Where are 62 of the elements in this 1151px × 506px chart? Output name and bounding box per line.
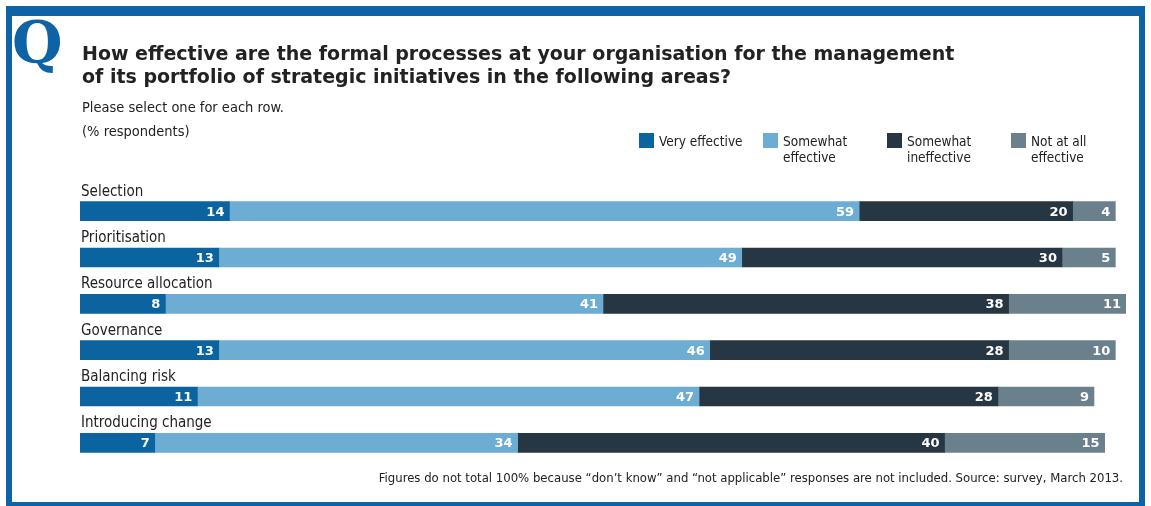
data-label: 40 — [921, 435, 940, 451]
legend-label: Somewhat effective — [783, 133, 849, 165]
text: Q — [12, 9, 63, 77]
data-label: 7 — [140, 435, 150, 451]
bar — [741, 247, 1063, 268]
bar — [1061, 247, 1116, 268]
bar — [698, 386, 999, 407]
data-label: 5 — [1101, 249, 1111, 265]
data-label: 10 — [1092, 342, 1111, 358]
bar — [218, 247, 743, 268]
chart-subtitle: Please select one for each row. (% respondents) — [82, 98, 284, 141]
data-label: 4 — [1101, 203, 1111, 219]
bar — [1072, 201, 1116, 221]
bar — [80, 201, 230, 221]
y-tick-label: Resource allocation — [81, 274, 213, 293]
bar — [165, 294, 604, 314]
data-label: 49 — [718, 249, 737, 265]
text: Figures do not total 100% because “don’t know” and “not applicable” responses are not included. Source: survey, March 2013. — [378, 470, 1123, 485]
data-label: 9 — [1079, 388, 1089, 404]
y-tick-label: Introducing change — [81, 413, 212, 432]
data-label: 38 — [985, 296, 1004, 312]
data-label: 8 — [151, 296, 161, 312]
bar — [997, 386, 1095, 407]
data-label: 47 — [675, 388, 695, 404]
chart-title: How effective are the formal processes at your organisation for the management of its portfolio of strategic initiatives in the following areas? — [82, 42, 956, 88]
bar — [80, 247, 220, 268]
data-label: 59 — [836, 203, 855, 219]
bar — [602, 294, 1009, 314]
data-label: 13 — [195, 249, 214, 265]
bar — [1008, 340, 1116, 360]
data-label: 14 — [206, 203, 225, 219]
data-label: 46 — [686, 342, 705, 358]
legend-label: Not at all effective — [1031, 133, 1088, 165]
data-label: 28 — [974, 388, 993, 404]
bar — [229, 201, 860, 221]
data-label: 11 — [174, 388, 193, 404]
legend-label: Somewhat ineffective — [907, 133, 973, 165]
data-label: 30 — [1038, 249, 1057, 265]
bar — [80, 386, 198, 407]
bar — [197, 386, 700, 407]
bar — [154, 433, 518, 453]
data-label: 15 — [1081, 435, 1100, 451]
y-tick-label: Selection — [81, 181, 144, 200]
bar — [1008, 294, 1126, 314]
data-label: 34 — [494, 435, 513, 451]
y-tick-label: Balancing risk — [81, 366, 176, 385]
bar — [80, 294, 166, 314]
bar — [709, 340, 1009, 360]
legend-label: Very effective — [659, 133, 743, 149]
bar — [944, 433, 1105, 453]
data-label: 11 — [1102, 296, 1121, 312]
bar — [80, 433, 156, 453]
data-label: 41 — [579, 296, 598, 312]
bar — [80, 340, 220, 360]
bar — [218, 340, 711, 360]
data-label: 20 — [1049, 203, 1068, 219]
bar — [517, 433, 945, 453]
y-tick-label: Prioritisation — [81, 227, 166, 246]
bar — [858, 201, 1073, 221]
data-label: 28 — [985, 342, 1004, 358]
y-tick-label: Governance — [81, 320, 163, 339]
data-label: 13 — [195, 342, 214, 358]
